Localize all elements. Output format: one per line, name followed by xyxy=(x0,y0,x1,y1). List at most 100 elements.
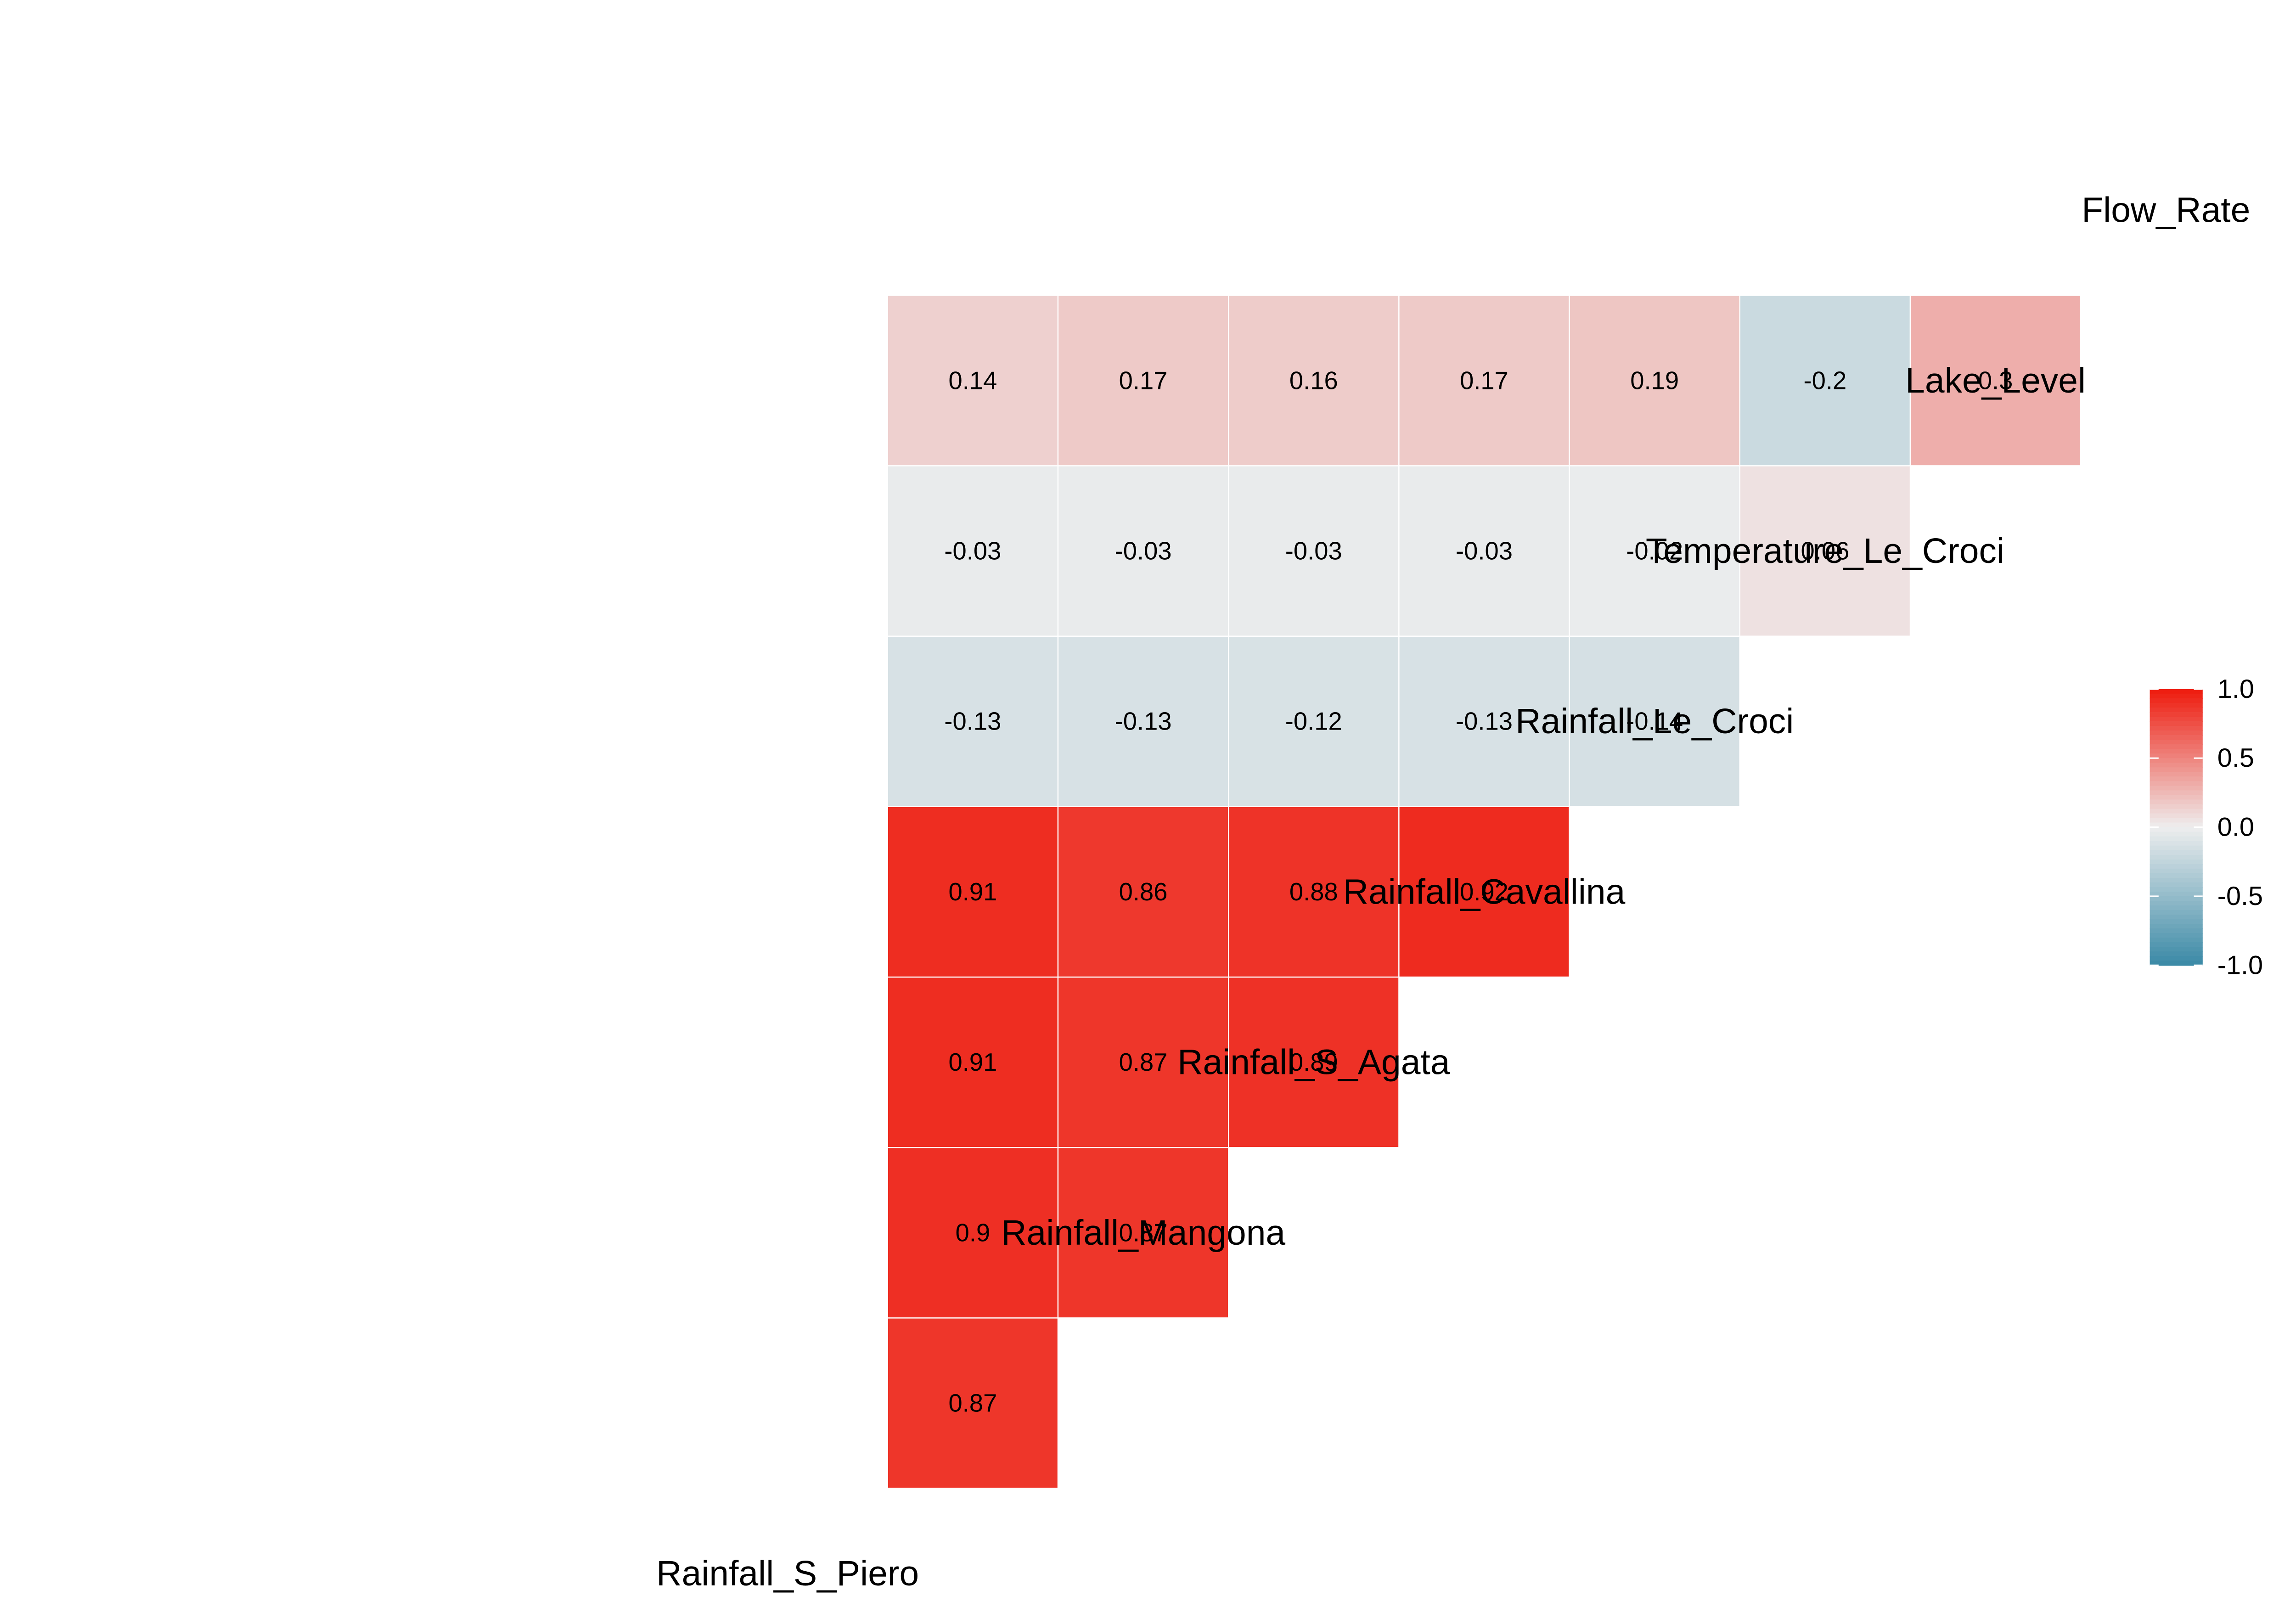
colorbar-segment xyxy=(2150,841,2203,846)
colorbar-segment xyxy=(2150,919,2203,925)
colorbar-segment xyxy=(2150,689,2203,694)
heatmap-cell xyxy=(1057,635,1229,807)
cell-value-label: -0.13 xyxy=(944,708,1001,736)
colorbar-segment xyxy=(2150,868,2203,874)
heatmap-cell xyxy=(1909,295,2082,466)
heatmap-cell xyxy=(887,295,1059,466)
colorbar-segment xyxy=(2150,730,2203,736)
variable-label: Lake_Level xyxy=(1905,361,2086,400)
colorbar-segment xyxy=(2150,712,2203,717)
variable-label: Rainfall_Le_Croci xyxy=(1515,702,1794,741)
cell-value-label: 0.91 xyxy=(948,1048,997,1076)
cell-value-label: -0.03 xyxy=(1115,537,1172,565)
cell-value-label: 0.14 xyxy=(948,366,997,394)
colorbar-segment xyxy=(2150,850,2203,855)
cell-value-label: 0.89 xyxy=(1289,1048,1338,1076)
cell-value-label: 0.06 xyxy=(1801,537,1849,565)
colorbar-segment xyxy=(2150,740,2203,745)
colorbar-segment xyxy=(2150,896,2203,902)
colorbar-segment xyxy=(2150,910,2203,916)
heatmap-cell xyxy=(1057,806,1229,978)
heatmap-cell xyxy=(1569,295,1741,466)
colorbar-segment xyxy=(2150,744,2203,750)
colorbar-segment xyxy=(2150,758,2203,764)
colorbar-segment xyxy=(2150,901,2203,906)
cell-value-label: 0.88 xyxy=(1289,878,1338,906)
colorbar-segment xyxy=(2150,702,2203,708)
colorbar-segment xyxy=(2150,947,2203,952)
cell-value-label: -0.03 xyxy=(1456,537,1513,565)
cell-value-label: 0.91 xyxy=(948,878,997,906)
cell-value-label: 0.87 xyxy=(1119,1219,1168,1247)
colorbar-segment xyxy=(2150,763,2203,768)
colorbar-segment xyxy=(2150,767,2203,773)
colorbar-segment xyxy=(2150,707,2203,713)
colorbar-segment xyxy=(2150,827,2203,832)
heatmap-cell xyxy=(887,976,1059,1148)
colorbar-segment xyxy=(2150,873,2203,878)
colorbar-segment xyxy=(2150,693,2203,699)
heatmap-cell xyxy=(887,465,1059,637)
colorbar-segment xyxy=(2150,804,2203,809)
variable-label: Flow_Rate xyxy=(2082,191,2250,230)
cell-value-label: 0.92 xyxy=(1460,878,1508,906)
colorbar-segment xyxy=(2150,735,2203,741)
heatmap-cell xyxy=(1057,465,1229,637)
colorbar-segment xyxy=(2150,753,2203,759)
cell-value-label: 0.3 xyxy=(1978,366,2013,394)
colorbar-segment xyxy=(2150,845,2203,851)
colorbar-segment xyxy=(2150,749,2203,754)
variable-labels: Rainfall_Mangona Rainfall_S_Agata Rainfall… xyxy=(656,191,2250,1594)
heatmap-cell xyxy=(1227,295,1400,466)
colorbar-tick-label: 1.0 xyxy=(2217,674,2254,704)
colorbar-segment xyxy=(2150,836,2203,842)
heatmap-cell xyxy=(1739,465,1911,637)
cell-value-label: 0.9 xyxy=(956,1219,990,1247)
colorbar-segment xyxy=(2150,726,2203,731)
heatmap-cell xyxy=(1398,635,1570,807)
heatmap-cell xyxy=(1739,295,1911,466)
cell-value-label: -0.14 xyxy=(1626,708,1683,736)
cell-value-label: 0.17 xyxy=(1119,366,1168,394)
colorbar-segment xyxy=(2150,698,2203,703)
colorbar-tick-label: -0.5 xyxy=(2217,882,2263,911)
colorbar-segment xyxy=(2150,772,2203,777)
colorbar-segment xyxy=(2150,818,2203,823)
colorbar-segment xyxy=(2150,924,2203,929)
heatmap-cell xyxy=(1569,635,1741,807)
heatmap-cell xyxy=(1057,295,1229,466)
cell-value-label: 0.16 xyxy=(1289,366,1338,394)
heatmap-cell xyxy=(1227,635,1400,807)
cell-value-label: 0.87 xyxy=(948,1389,997,1417)
colorbar-segment xyxy=(2150,887,2203,892)
heatmap-cell xyxy=(1398,295,1570,466)
heatmap-cell xyxy=(887,635,1059,807)
heatmap-cell xyxy=(1227,806,1400,978)
variable-label: Rainfall_Mangona xyxy=(1001,1213,1285,1253)
colorbar-segment xyxy=(2150,854,2203,860)
heatmap-cell xyxy=(1398,465,1570,637)
heatmap-cell xyxy=(887,1317,1059,1489)
colorbar-segment xyxy=(2150,799,2203,805)
colorbar-segment xyxy=(2150,961,2203,966)
colorbar-tick-label: -1.0 xyxy=(2217,950,2263,980)
colorbar-tick-label: 0.0 xyxy=(2217,813,2254,842)
heatmap-cell xyxy=(1227,976,1400,1148)
heatmap-cell xyxy=(1057,1146,1229,1319)
colorbar-segment xyxy=(2150,776,2203,782)
cell-value-label: 0.86 xyxy=(1119,878,1168,906)
cell-value-label: 0.19 xyxy=(1630,366,1679,394)
heatmap-cell xyxy=(887,806,1059,978)
cell-value-label: 0.87 xyxy=(1119,1048,1168,1076)
colorbar-segment xyxy=(2150,882,2203,888)
colorbar-segment xyxy=(2150,956,2203,961)
colorbar-segment xyxy=(2150,915,2203,920)
colorbar-segment xyxy=(2150,905,2203,911)
colorbar-segment xyxy=(2150,795,2203,800)
cell-value-label: -0.02 xyxy=(1626,537,1683,565)
colorbar-segment xyxy=(2150,891,2203,897)
colorbar-segment xyxy=(2150,716,2203,722)
cell-value-label: -0.2 xyxy=(1804,366,1847,394)
